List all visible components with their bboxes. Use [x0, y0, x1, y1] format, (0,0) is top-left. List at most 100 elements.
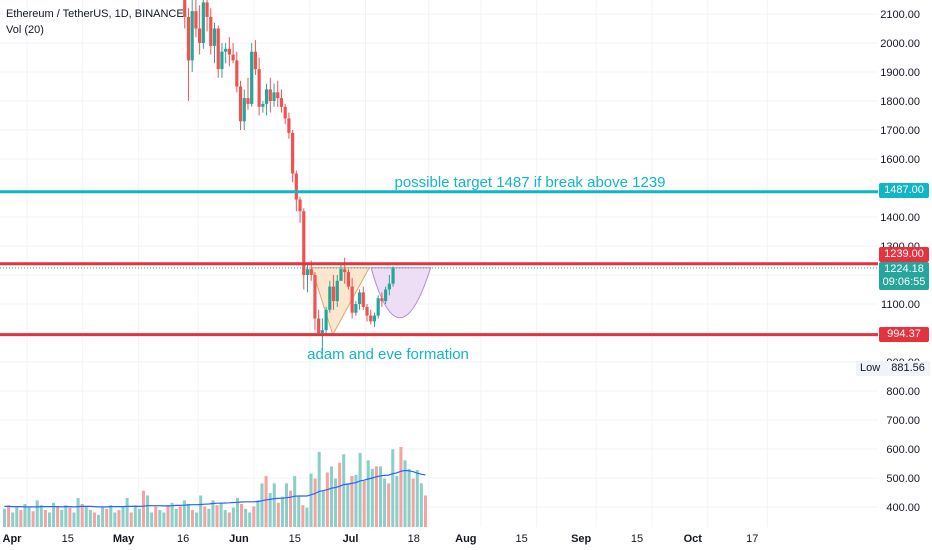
- volume-bar: [121, 506, 125, 527]
- volume-bar: [47, 512, 52, 527]
- volume-bar: [354, 474, 358, 527]
- volume-bar: [231, 507, 235, 527]
- volume-bar: [178, 506, 182, 527]
- volume-bar: [411, 478, 415, 527]
- time-tick-label: Apr: [3, 533, 23, 545]
- volume-bar: [342, 454, 346, 527]
- volume-bar: [35, 500, 39, 527]
- volume-bar: [211, 500, 215, 527]
- volume-bar: [268, 493, 272, 527]
- target-price-tag: 1487.00: [879, 183, 929, 198]
- price-tick-label: 400.00: [886, 502, 920, 514]
- time-tick-label: Oct: [684, 533, 703, 545]
- candle-body: [194, 11, 198, 29]
- candle-body: [198, 28, 202, 43]
- candle-body: [372, 315, 377, 322]
- target-annotation: possible target 1487 if break above 1239: [394, 174, 665, 191]
- volume-bar: [154, 506, 158, 527]
- time-tick-label: Jul: [343, 533, 359, 545]
- volume-bar: [313, 478, 317, 527]
- candle-body: [276, 92, 280, 99]
- volume-bar: [338, 462, 342, 527]
- volume-bar: [109, 505, 113, 527]
- time-tick-label: Sep: [571, 533, 591, 545]
- candle-body: [209, 16, 213, 46]
- volume-bar: [133, 505, 137, 527]
- volume-bar: [252, 506, 256, 527]
- volume-bar: [27, 507, 31, 527]
- volume-bar: [366, 460, 370, 527]
- candle-body: [183, 0, 187, 17]
- volume-bar: [203, 506, 207, 527]
- price-tick-label: 500.00: [886, 473, 920, 485]
- volume-bar: [80, 503, 84, 527]
- eve-bowl: [370, 267, 432, 318]
- time-tick-label: May: [113, 533, 135, 545]
- volume-bar: [113, 512, 117, 527]
- price-tick-label: 1100.00: [881, 299, 920, 311]
- price-tick-label: 2100.00: [880, 9, 920, 21]
- candle-body: [387, 283, 391, 290]
- candle-body: [231, 54, 235, 61]
- volume-bar: [280, 496, 284, 527]
- volume-bar: [150, 512, 154, 527]
- symbol-title: Ethereum / TetherUS, 1D, BINANCE: [6, 8, 184, 20]
- volume-bar: [117, 510, 121, 527]
- volume-bar: [92, 512, 96, 527]
- volume-bar: [7, 505, 11, 527]
- volume-bar: [399, 447, 403, 527]
- candle-body: [224, 48, 228, 52]
- volume-bar: [199, 495, 203, 527]
- volume-bar: [227, 512, 231, 527]
- volume-title: Vol (20): [6, 24, 44, 36]
- candle-body: [391, 267, 395, 284]
- volume-bar: [125, 497, 129, 527]
- candle-body: [376, 298, 380, 316]
- volume-bar: [72, 512, 76, 527]
- volume-bar: [23, 503, 27, 527]
- current-price-tag: 1224.18 09:06:55: [879, 262, 929, 290]
- volume-bar: [64, 505, 68, 527]
- candle-body: [339, 269, 343, 281]
- candle-countdown: 09:06:55: [882, 276, 926, 288]
- candle-body: [190, 11, 194, 61]
- time-tick-label: Jun: [229, 533, 249, 545]
- candle-body: [216, 28, 220, 70]
- volume-bar: [391, 449, 395, 527]
- volume-bar: [248, 512, 252, 527]
- price-tick-label: 1700.00: [880, 125, 920, 137]
- candle-body: [354, 304, 358, 313]
- volume-bar: [219, 502, 223, 527]
- volume-bar: [101, 507, 105, 527]
- candle-body: [238, 86, 243, 122]
- candle-body: [227, 48, 231, 55]
- volume-bar: [146, 495, 150, 527]
- candlesticks: [183, 0, 395, 354]
- candle-body: [246, 98, 250, 104]
- time-tick-label: 15: [516, 533, 528, 545]
- volume-bar: [325, 472, 329, 527]
- candle-body: [335, 280, 339, 302]
- candle-body: [212, 28, 217, 46]
- candle-body: [302, 211, 306, 275]
- candle-body: [317, 318, 321, 333]
- candle-body: [257, 69, 261, 107]
- volume-bar: [186, 503, 190, 527]
- candle-body: [264, 89, 269, 104]
- volume-bar: [68, 507, 72, 527]
- pattern-annotation: adam and eve formation: [307, 346, 469, 363]
- price-tick-label: 800.00: [886, 386, 920, 398]
- volume-bar: [96, 514, 101, 527]
- candle-body: [309, 269, 313, 275]
- candle-body: [369, 315, 373, 322]
- price-tick-label: 1400.00: [880, 212, 920, 224]
- volume-bars: [3, 447, 427, 527]
- volume-bar: [387, 483, 391, 527]
- volume-bar: [346, 483, 350, 527]
- volume-bar: [260, 483, 264, 527]
- volume-bar: [52, 502, 56, 527]
- volume-bar: [166, 505, 170, 527]
- candle-body: [272, 92, 276, 101]
- volume-bar: [358, 453, 362, 527]
